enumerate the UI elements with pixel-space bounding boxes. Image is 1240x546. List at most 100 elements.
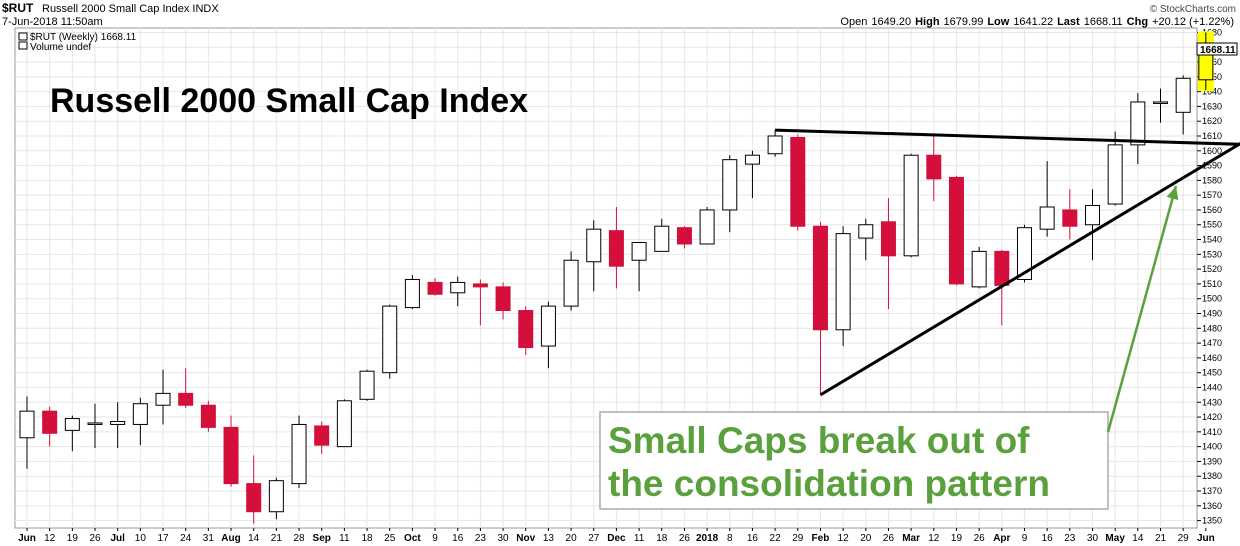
candle-up (744, 154, 760, 165)
x-tick-label: 11 (339, 533, 350, 544)
x-tick-label: Dec (607, 533, 626, 544)
x-tick-label: Jun (18, 533, 36, 544)
x-tick-label: Mar (902, 533, 920, 544)
x-tick-label: 24 (180, 533, 192, 544)
candle-down (880, 221, 896, 257)
x-tick-label: 18 (361, 533, 373, 544)
x-tick-label: 13 (543, 533, 555, 544)
candle-down (790, 136, 806, 227)
arrow-shaft (1106, 185, 1178, 433)
x-tick-label: 30 (1087, 533, 1099, 544)
x-tick-label: Sep (313, 533, 331, 544)
high-value: 1679.99 (943, 16, 984, 28)
x-tick-label: 27 (588, 533, 600, 544)
trendline (775, 128, 1240, 146)
x-axis: Jun 12 19 26 Jul 10 17 24 31 Aug 14 21 28 Sep 11 18 25 Oc… (18, 528, 1215, 544)
candle-up (1039, 206, 1055, 230)
candle-down (1062, 209, 1078, 227)
low-value: 1641.22 (1013, 16, 1054, 28)
y-tick-label: 1620 (1202, 116, 1222, 126)
y-tick-label: 1540 (1202, 235, 1222, 245)
high-label: High (915, 16, 940, 28)
x-tick-label: 30 (498, 533, 510, 544)
y-tick-label: 1590 (1202, 161, 1222, 171)
x-tick-label: 16 (1042, 533, 1054, 544)
candle-up (1175, 77, 1191, 113)
x-tick-label: 28 (293, 533, 305, 544)
candle-up (1153, 101, 1168, 104)
annotation-frame (599, 411, 1109, 510)
candle-down (246, 483, 262, 513)
legend-price-swatch (18, 32, 28, 41)
x-tick-label: 22 (770, 533, 782, 544)
legend-volume: Volume undef (30, 42, 91, 53)
x-tick-label: 25 (384, 533, 396, 544)
y-tick-label: 1360 (1202, 501, 1222, 511)
x-tick-label: 29 (792, 533, 804, 544)
x-tick-label: 19 (67, 533, 79, 544)
x-tick-label: 10 (135, 533, 147, 544)
candle-up (155, 392, 171, 406)
index-name: Russell 2000 Small Cap Index INDX (42, 3, 219, 15)
y-tick-label: 1630 (1202, 101, 1222, 111)
y-tick-label: 1480 (1202, 323, 1222, 333)
x-tick-label: 26 (679, 533, 691, 544)
candle-up (382, 305, 398, 374)
candle-up (1084, 205, 1100, 226)
trendlines (775, 128, 1240, 397)
y-tick-label: 1380 (1202, 471, 1222, 481)
candle-down (518, 310, 534, 349)
annotation-arrow (1106, 185, 1179, 433)
candle-up (631, 241, 647, 261)
x-tick-label: 14 (1132, 533, 1144, 544)
ticker-symbol: $RUT (2, 1, 34, 15)
candle-down (948, 176, 964, 285)
x-tick-label: Jul (110, 533, 125, 544)
x-tick-label: 23 (1064, 533, 1076, 544)
x-tick-label: 20 (860, 533, 872, 544)
plot-frame (14, 27, 1198, 529)
annotation-box: Small Caps break out of the consolidatio… (599, 411, 1109, 510)
x-tick-label: 20 (566, 533, 578, 544)
legend-price: $RUT (Weekly) 1668.11 (30, 32, 137, 43)
x-tick-label: 19 (951, 533, 963, 544)
x-tick-label: 12 (838, 533, 850, 544)
candle-up (110, 420, 126, 425)
y-tick-label: 1350 (1202, 516, 1222, 526)
x-tick-label: 29 (1178, 533, 1190, 544)
candle-down (994, 250, 1010, 286)
x-tick-label: 9 (432, 533, 438, 544)
candle-up (19, 410, 35, 439)
x-tick-label: 8 (727, 533, 733, 544)
annotation-line2: the consolidation pattern (608, 463, 1050, 504)
candle-up (722, 159, 738, 211)
y-tick-label: 1370 (1202, 486, 1222, 496)
legend-volume-swatch (18, 41, 28, 50)
x-tick-label: 12 (928, 533, 940, 544)
x-tick-label: 23 (475, 533, 487, 544)
chg-value: +20.12 (+1.22%) (1152, 16, 1234, 28)
trendline (819, 142, 1240, 397)
candle-down (200, 404, 216, 428)
y-tick-label: 1470 (1202, 338, 1222, 348)
last-price-text: 1668.11 (1200, 45, 1236, 56)
x-tick-label: 26 (883, 533, 895, 544)
y-tick-label: 1490 (1202, 309, 1222, 319)
candle-down (314, 425, 330, 446)
last-value: 1668.11 (1083, 16, 1123, 28)
x-tick-label: Nov (516, 533, 535, 544)
x-tick-label: 18 (656, 533, 668, 544)
candle-down (427, 281, 443, 295)
candle-up (87, 422, 103, 425)
y-tick-label: 1390 (1202, 456, 1222, 466)
candle-up (835, 233, 851, 331)
x-tick-label: Feb (812, 533, 830, 544)
x-tick-label: 26 (974, 533, 986, 544)
last-price-tag: 1668.11 (1196, 42, 1238, 56)
y-tick-label: 1430 (1202, 397, 1222, 407)
y-tick-label: 1560 (1202, 205, 1222, 215)
open-label: Open (840, 16, 868, 28)
candle-up (1016, 227, 1032, 280)
y-tick-label: 1510 (1202, 279, 1222, 289)
candle-down (223, 426, 239, 485)
